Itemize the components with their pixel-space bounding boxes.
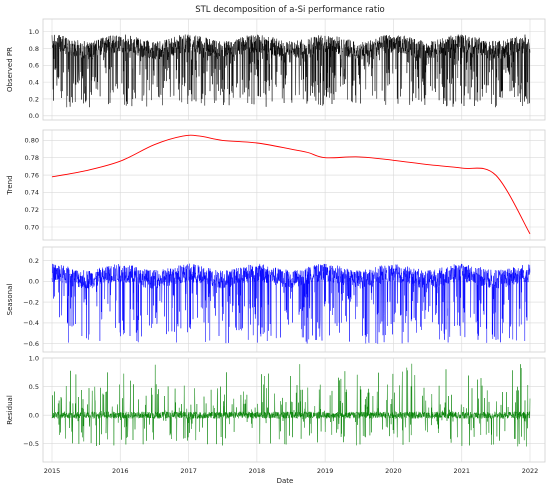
y-tick-label: −0.4	[23, 319, 39, 327]
panel-seasonal: −0.6 −0.4 −0.2 0.0 0.2 Seasonal	[6, 246, 546, 353]
y-tick-label: 0.2	[29, 257, 39, 265]
y-tick-label: 0.74	[25, 189, 39, 197]
y-tick-label: 0.70	[25, 223, 39, 231]
y-tick-label: 0.8	[29, 45, 39, 53]
y-tick-label: 0.2	[29, 95, 39, 103]
x-tick-label: 2016	[112, 467, 129, 475]
series-line-trend	[51, 134, 531, 235]
series-line-residual	[51, 363, 531, 447]
y-tick-label: 0.78	[25, 154, 39, 162]
panel-trend: 0.70 0.72 0.74 0.76 0.78 0.80 Trend	[6, 129, 546, 241]
x-tick-label: 2020	[385, 467, 402, 475]
x-tick-label: 2017	[180, 467, 197, 475]
y-tick-label: 0.0	[29, 112, 39, 120]
y-tick-label: −0.2	[23, 298, 39, 306]
panel-residual: −0.5 0.0 0.5 1.0 Residual 2015 2016 2017 2018 201…	[6, 354, 546, 475]
y-axis-label-residual: Residual	[6, 395, 14, 425]
y-tick-label: −0.5	[23, 440, 39, 448]
y-tick-label: 0.0	[29, 411, 39, 419]
y-tick-label: 0.72	[25, 206, 39, 214]
y-tick-label: 0.6	[29, 62, 39, 70]
x-tick-label: 2021	[453, 467, 470, 475]
panel-frame	[42, 357, 546, 463]
panel-frame	[42, 246, 546, 353]
x-axis-label: Date	[277, 477, 294, 485]
y-tick-label: 0.5	[29, 383, 39, 391]
y-tick-label: 0.80	[25, 137, 39, 145]
panel-frame	[42, 129, 546, 241]
x-tick-label: 2015	[44, 467, 61, 475]
x-tick-label: 2018	[249, 467, 266, 475]
panel-observed: 0.0 0.2 0.4 0.6 0.8 1.0 Observed PR	[6, 18, 546, 121]
x-tick-label: 2019	[317, 467, 334, 475]
series-line-observed	[51, 34, 531, 108]
x-tick-label: 2022	[522, 467, 539, 475]
y-tick-label: 1.0	[29, 28, 39, 36]
y-tick-label: 0.0	[29, 278, 39, 286]
y-tick-label: 0.76	[25, 171, 39, 179]
series-line-seasonal	[51, 263, 531, 344]
y-axis-label-observed: Observed PR	[6, 47, 14, 92]
y-axis-label-seasonal: Seasonal	[6, 284, 14, 316]
y-axis-label-trend: Trend	[6, 175, 14, 195]
y-tick-label: −0.6	[23, 340, 39, 348]
chart-title: STL decomposition of a-Si performance ra…	[195, 5, 385, 15]
y-tick-label: 0.4	[29, 78, 39, 86]
y-tick-label: 1.0	[29, 354, 39, 362]
